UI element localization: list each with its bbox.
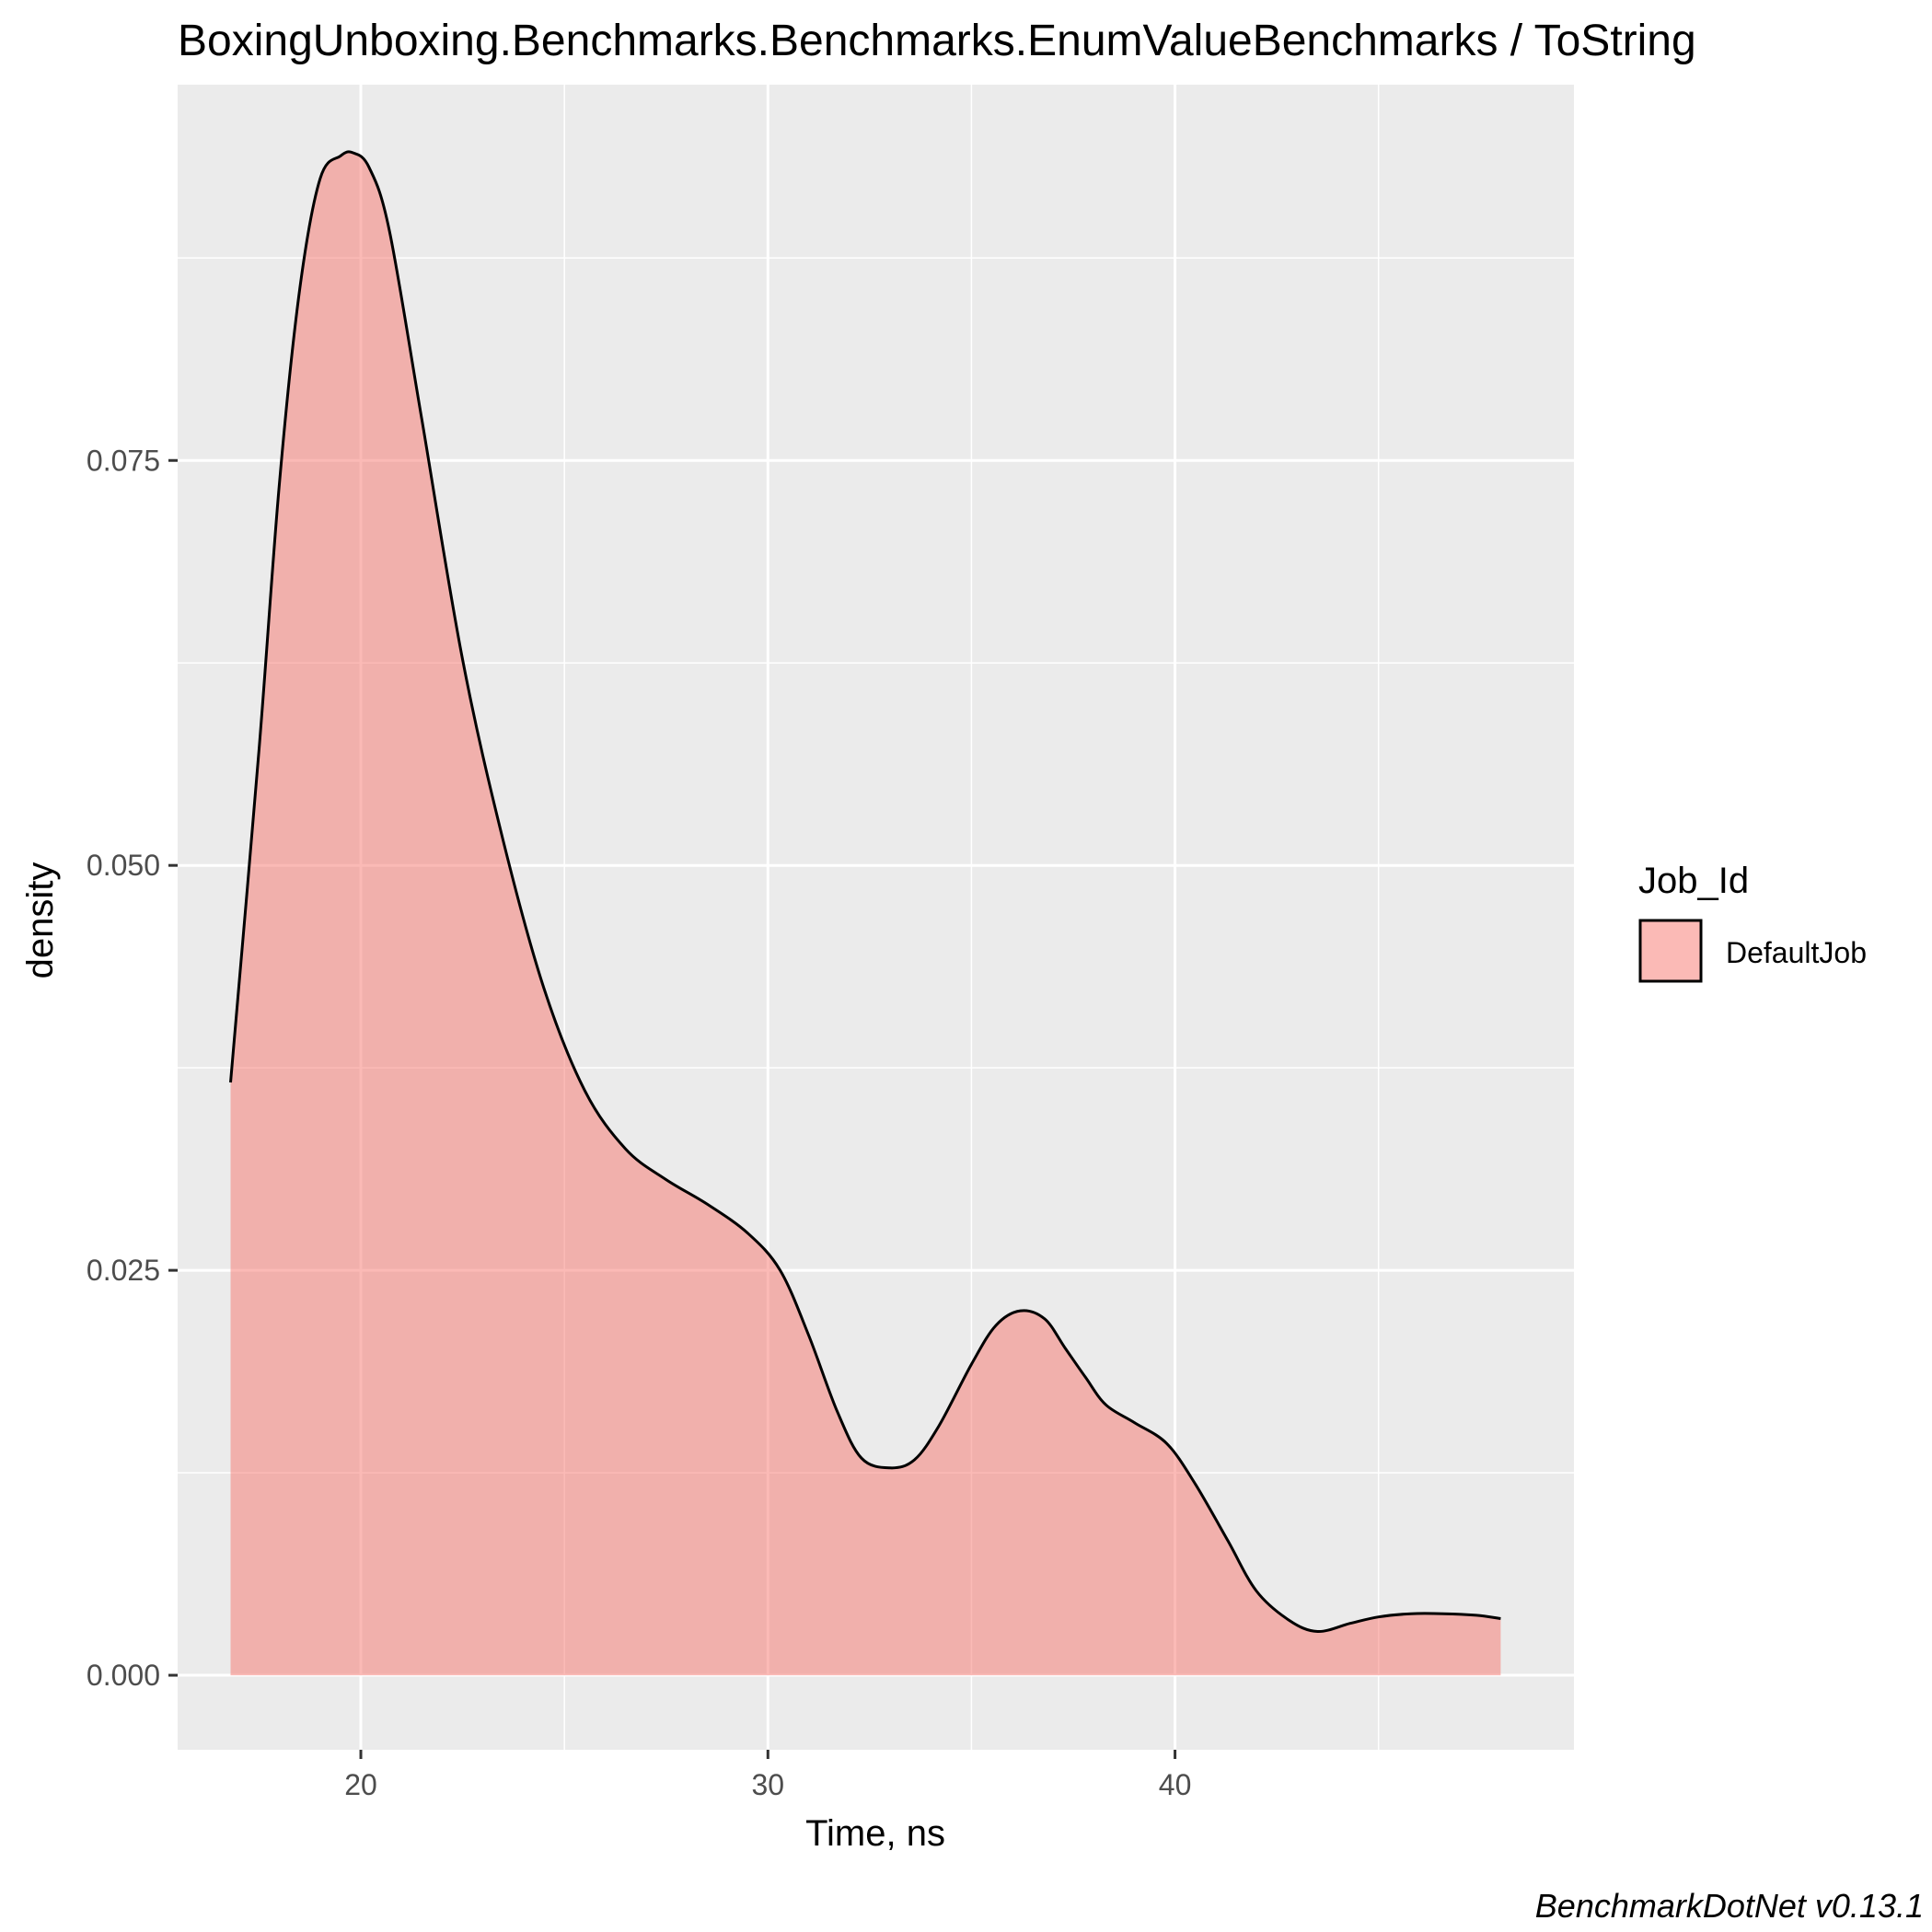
x-tick-label: 40 [1159,1768,1192,1801]
legend-key-defaultjob [1638,919,1703,983]
density-line [229,150,1501,1634]
x-tick-label: 20 [344,1768,377,1801]
y-tick-label: 0.000 [87,1659,160,1692]
plot-area [178,85,1574,1750]
density-area [230,151,1501,1676]
legend-title: Job_Id [1638,861,1749,901]
x-axis: 20 30 40 [344,1750,1191,1801]
y-tick-label: 0.075 [87,444,160,477]
y-axis-title: density [20,862,61,979]
legend: Job_Id DefaultJob [1638,861,1867,983]
y-tick-label: 0.025 [87,1254,160,1287]
chart-title: BoxingUnboxing.Benchmarks.Benchmarks.Enu… [178,17,1696,65]
y-axis: 0.000 0.025 0.050 0.075 [87,444,178,1692]
x-tick-label: 30 [752,1768,785,1801]
y-tick-label: 0.050 [87,849,160,882]
x-axis-title: Time, ns [805,1813,945,1854]
caption: BenchmarkDotNet v0.13.1 [1535,1887,1924,1925]
legend-label-defaultjob: DefaultJob [1726,936,1867,969]
